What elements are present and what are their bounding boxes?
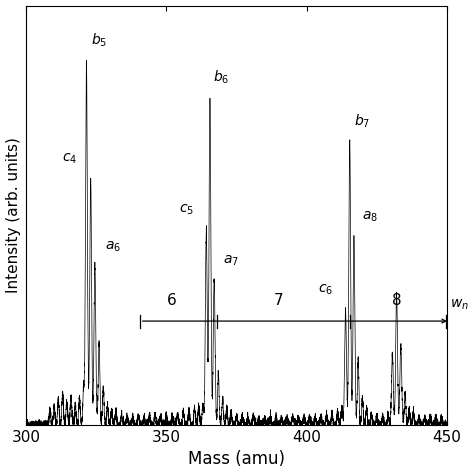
Text: $a_{6}$: $a_{6}$ xyxy=(105,239,121,254)
X-axis label: Mass (amu): Mass (amu) xyxy=(188,450,285,468)
Text: $a_{7}$: $a_{7}$ xyxy=(223,254,238,268)
Text: $c_{6}$: $c_{6}$ xyxy=(319,283,333,297)
Y-axis label: Intensity (arb. units): Intensity (arb. units) xyxy=(6,137,20,293)
Text: $a_{8}$: $a_{8}$ xyxy=(362,210,378,224)
Text: $w_n$: $w_n$ xyxy=(450,298,469,312)
Text: $c_{5}$: $c_{5}$ xyxy=(179,203,194,217)
Text: $b_{7}$: $b_{7}$ xyxy=(354,112,370,129)
Text: $c_{4}$: $c_{4}$ xyxy=(62,152,77,166)
Text: 7: 7 xyxy=(274,293,283,308)
Text: 6: 6 xyxy=(167,293,177,308)
Text: $b_{6}$: $b_{6}$ xyxy=(213,68,229,86)
Text: $b_{5}$: $b_{5}$ xyxy=(91,32,107,49)
Text: 8: 8 xyxy=(392,293,401,308)
